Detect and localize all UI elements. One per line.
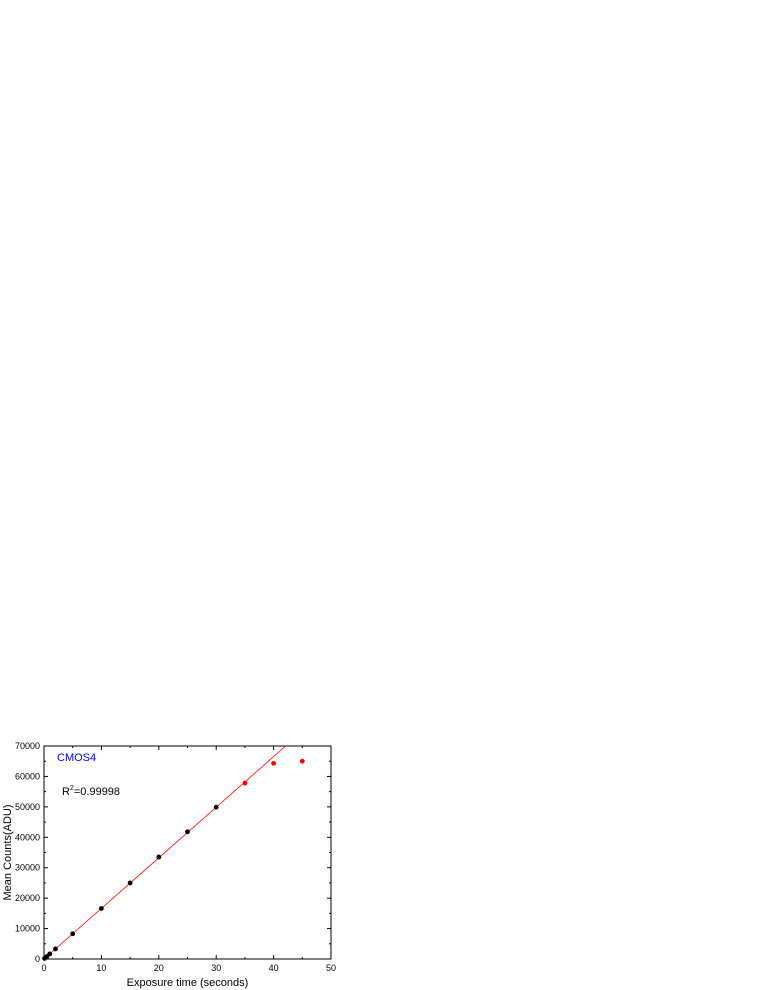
x-tick-label: 30 (211, 963, 221, 973)
r-squared-prefix: R (62, 786, 70, 798)
r-squared-annotation: R2=0.99998 (62, 785, 120, 798)
axis-tick-labels: 0 10 20 30 40 50 0 10000 20000 30000 40000 50000 600… (15, 741, 336, 973)
points-layer (42, 758, 305, 961)
data-point-linear (47, 951, 53, 957)
y-tick-label: 0 (35, 954, 40, 964)
data-point-saturated (299, 758, 305, 764)
x-tick-label: 20 (154, 963, 164, 973)
y-tick-label: 40000 (15, 832, 40, 842)
r-squared-superscript: 2 (70, 785, 74, 792)
y-axis-title: Mean Counts(ADU) (2, 805, 14, 901)
data-point-linear (53, 946, 58, 952)
y-tick-label: 10000 (15, 924, 40, 934)
plot-frame (43, 745, 332, 960)
y-tick-label: 20000 (15, 893, 40, 903)
data-point-saturated (242, 780, 248, 786)
data-point-linear (156, 854, 162, 860)
data-point-linear (185, 829, 190, 835)
x-tick-label: 0 (41, 963, 46, 973)
x-tick-label: 40 (269, 963, 279, 973)
data-point-saturated (271, 760, 276, 766)
y-tick-label: 60000 (15, 771, 40, 781)
plot-area-frame (43, 745, 332, 960)
y-tick-label: 50000 (15, 802, 40, 812)
r-squared-value: =0.99998 (74, 786, 120, 798)
data-point-linear (99, 906, 104, 911)
linear-fit-line (43, 745, 286, 960)
series-label: CMOS4 (57, 752, 96, 764)
y-tick-label: 30000 (15, 863, 40, 873)
data-point-linear (70, 931, 76, 937)
x-axis-title: Exposure time (seconds) (127, 977, 249, 989)
y-tick-label: 70000 (15, 741, 40, 751)
data-point-linear (213, 804, 219, 810)
fit-layer (43, 745, 286, 960)
axis-ticks (43, 745, 332, 960)
x-tick-label: 10 (96, 963, 106, 973)
x-tick-label: 50 (326, 963, 336, 973)
data-point-linear (127, 880, 133, 886)
